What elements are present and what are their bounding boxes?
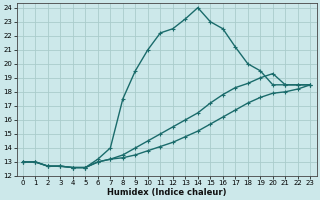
X-axis label: Humidex (Indice chaleur): Humidex (Indice chaleur) [107,188,226,197]
